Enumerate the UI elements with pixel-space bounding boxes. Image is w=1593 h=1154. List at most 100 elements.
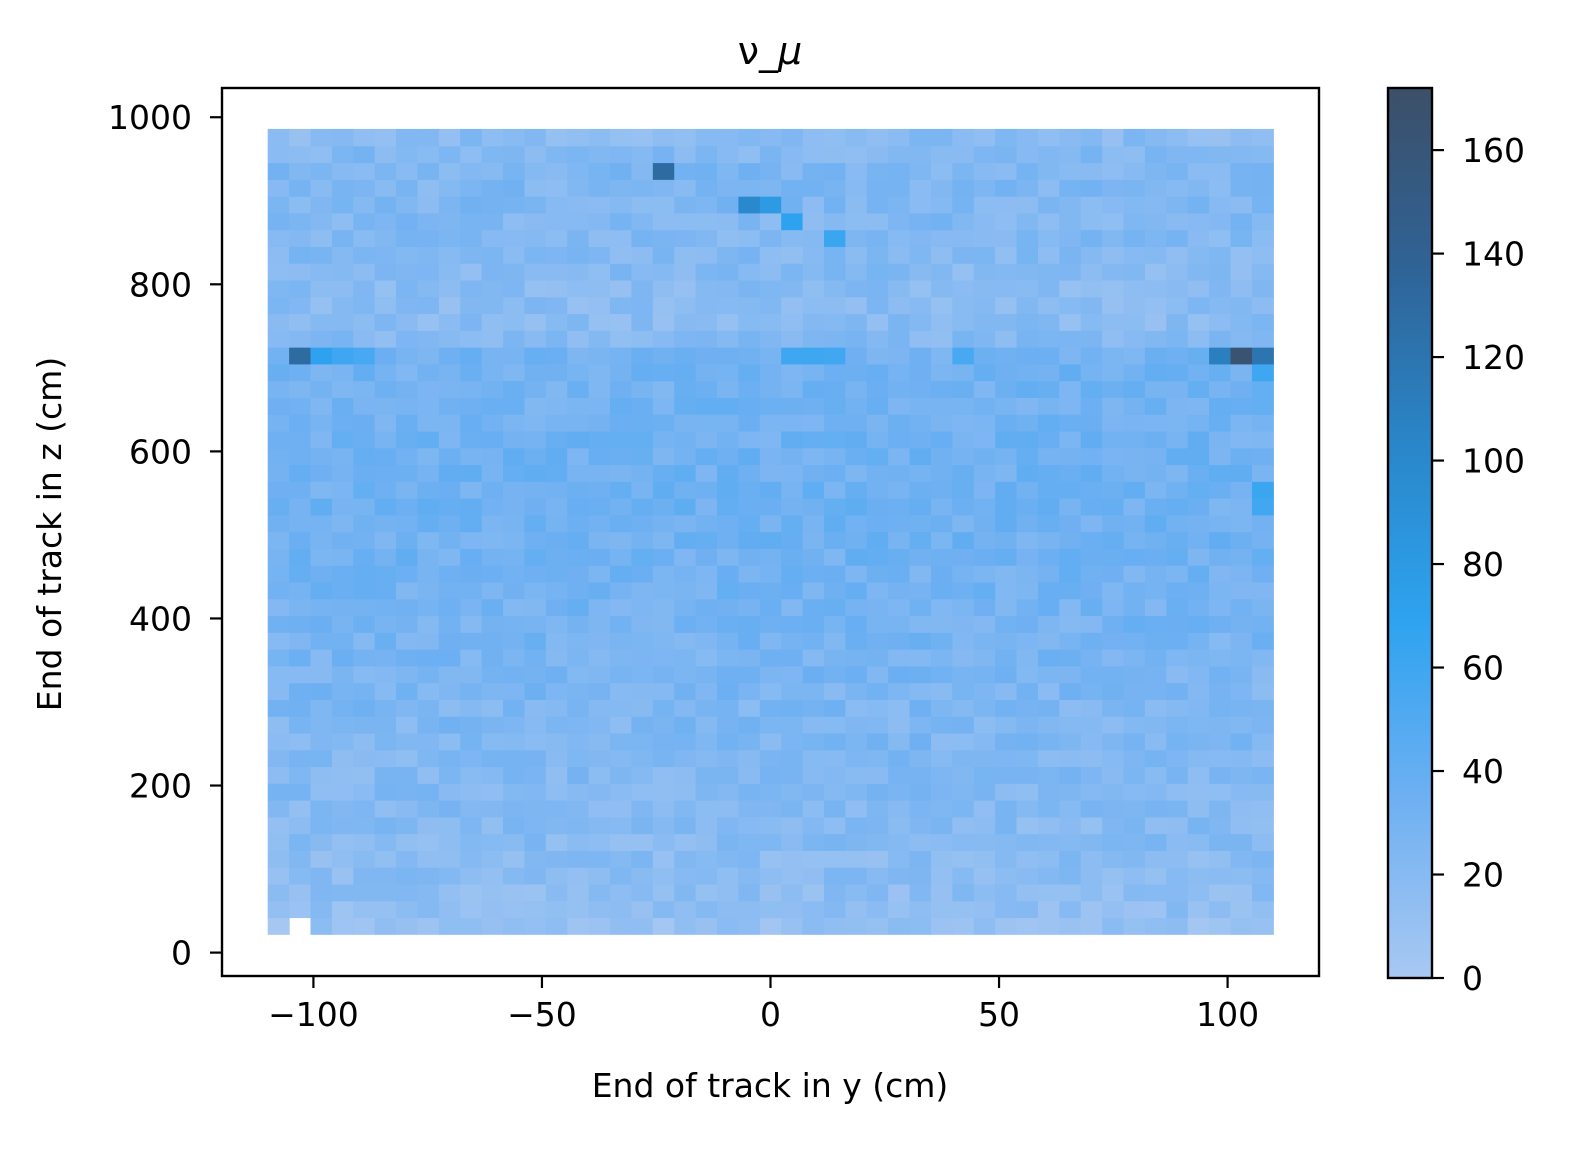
heatmap-cell [781,649,804,667]
heatmap-cell [331,279,354,298]
heatmap-cell [631,917,654,935]
heatmap-cell [503,749,526,768]
heatmap-cell [695,330,718,348]
heatmap-cell [1144,716,1167,734]
heatmap-cell [481,699,504,717]
heatmap-cell [823,263,846,281]
heatmap-cell [781,128,804,147]
heatmap-cell [866,430,889,449]
heatmap-cell [1080,145,1103,164]
heatmap-cell [1102,380,1125,398]
heatmap-cell [674,279,697,298]
heatmap-cell [781,867,804,885]
heatmap-cell [823,833,846,851]
heatmap-cell [930,682,953,700]
heatmap-cell [909,212,932,231]
heatmap-cell [331,162,354,180]
heatmap-cell [909,800,932,818]
heatmap-cell [866,162,889,180]
heatmap-cell [1016,196,1039,214]
heatmap-cell [1037,598,1060,617]
heatmap-cell [460,397,483,415]
heatmap-cell [973,481,996,499]
heatmap-cell [481,833,504,851]
heatmap-cell [545,598,568,617]
heatmap-cell [524,397,547,415]
heatmap-cell [1230,917,1253,935]
heatmap-cell [481,514,504,533]
heatmap-cell [845,749,868,768]
heatmap-cell [503,481,526,499]
heatmap-cell [738,665,761,684]
heatmap-cell [738,682,761,700]
heatmap-cell [1059,615,1082,633]
heatmap-cell [973,598,996,617]
heatmap-cell [460,145,483,164]
heatmap-cell [952,732,975,751]
heatmap-cell [930,380,953,398]
heatmap-cell [417,900,440,919]
heatmap-cell [374,565,397,583]
heatmap-cell [1123,867,1146,885]
heatmap-cell [952,347,975,365]
heatmap-cell [396,850,419,868]
heatmap-cell [396,716,419,734]
heatmap-cell [888,128,911,147]
heatmap-cell [781,414,804,432]
x-tick-label: −100 [268,995,359,1034]
heatmap-cell [460,732,483,751]
heatmap-cell [952,531,975,549]
heatmap-cell [802,766,825,784]
heatmap-cell [695,867,718,885]
heatmap-cell [1080,246,1103,264]
heatmap-cell [695,883,718,902]
heatmap-cell [866,363,889,382]
heatmap-cell [1187,816,1210,835]
heatmap-cell [1059,598,1082,617]
heatmap-cell [909,380,932,398]
heatmap-cell [781,196,804,214]
heatmap-cell [845,883,868,902]
heatmap-cell [952,363,975,382]
heatmap-cell [289,749,312,768]
heatmap-cell [310,363,333,382]
heatmap-cell [995,850,1018,868]
heatmap-cell [1209,145,1232,164]
heatmap-cell [310,783,333,801]
heatmap-cell [524,783,547,801]
heatmap-cell [524,800,547,818]
heatmap-cell [374,397,397,415]
heatmap-cell [888,296,911,315]
heatmap-cell [1230,347,1253,365]
heatmap-cell [738,263,761,281]
heatmap-cell [909,548,932,566]
heatmap-cell [1037,414,1060,432]
heatmap-cell [995,212,1018,231]
heatmap-cell [1080,548,1103,566]
heatmap-cell [909,447,932,466]
heatmap-cell [909,732,932,751]
heatmap-cell [1144,162,1167,180]
heatmap-cell [1209,699,1232,717]
heatmap-cell [438,531,461,549]
heatmap-cell [909,296,932,315]
heatmap-cell [631,212,654,231]
heatmap-cell [631,414,654,432]
heatmap-cell [1080,766,1103,784]
heatmap-cell [781,833,804,851]
heatmap-cell [460,514,483,533]
heatmap-cell [567,229,590,247]
heatmap-cell [567,833,590,851]
heatmap-cell [1059,699,1082,717]
heatmap-cell [1166,279,1189,298]
heatmap-cell [289,867,312,885]
heatmap-cell [1209,414,1232,432]
heatmap-cell [417,498,440,516]
heatmap-cell [1209,732,1232,751]
heatmap-cell [952,833,975,851]
heatmap-cell [781,598,804,617]
heatmap-cell [503,330,526,348]
heatmap-cell [845,498,868,516]
heatmap-cell [545,481,568,499]
heatmap-cell [374,212,397,231]
